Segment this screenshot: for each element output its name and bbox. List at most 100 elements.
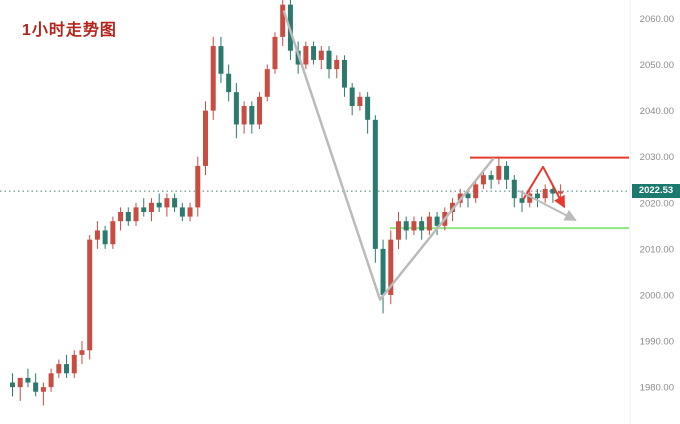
candle [527, 188, 533, 208]
candle-body [79, 350, 85, 355]
candle [534, 188, 540, 208]
candle [141, 198, 147, 217]
candle-body [318, 50, 324, 60]
candle-body [511, 179, 517, 199]
candle-body [241, 106, 247, 125]
candle [511, 175, 517, 208]
candle [33, 373, 39, 397]
candle-body [542, 188, 548, 199]
chart-title: 1小时走势图 [22, 22, 117, 39]
candle-body [156, 202, 162, 208]
candle [10, 373, 15, 397]
candle-body [303, 46, 309, 65]
candle-body [534, 193, 540, 199]
candle [318, 46, 324, 70]
candle-body [87, 239, 93, 351]
candle [257, 92, 263, 130]
candle [434, 212, 440, 236]
candle [110, 216, 116, 249]
candle-body [365, 96, 371, 120]
candle-body [357, 96, 363, 106]
candle-body [465, 193, 471, 199]
candle [349, 82, 355, 116]
candle [172, 193, 178, 212]
candle-body [40, 387, 46, 392]
candle [473, 179, 479, 203]
candle-body [94, 230, 100, 240]
candle [218, 36, 224, 83]
candle [403, 216, 409, 240]
candle [79, 341, 85, 365]
candle-body [210, 46, 216, 111]
candle-body [326, 50, 332, 70]
candle [380, 239, 386, 314]
y-axis-label: 2050.00 [640, 60, 674, 71]
y-axis-label: 1980.00 [640, 383, 674, 394]
y-axis-label: 1990.00 [640, 337, 674, 348]
candle-body [125, 212, 131, 222]
candle [40, 382, 46, 406]
y-axis-label: 2020.00 [640, 198, 674, 209]
candle-body [102, 230, 108, 245]
candle-body [48, 373, 54, 388]
candle [241, 101, 247, 134]
candle-body [527, 193, 533, 203]
candle-body [334, 59, 340, 70]
candle [372, 115, 378, 263]
candle [87, 235, 93, 360]
candle [48, 368, 54, 392]
candle [118, 207, 124, 231]
candle [303, 41, 309, 70]
current-price-label: 2022.53 [632, 184, 680, 199]
candle-body [133, 207, 139, 222]
candle-body [473, 184, 479, 199]
candle [94, 221, 100, 249]
y-axis-label: 2060.00 [640, 14, 674, 25]
candle-body [218, 46, 224, 74]
candle [311, 41, 317, 65]
candle-body [558, 191, 564, 194]
candle-body [187, 207, 193, 217]
candle [125, 207, 131, 226]
forecast-arrow-red [523, 165, 565, 209]
candle [334, 55, 340, 79]
candle-body [419, 221, 425, 231]
candle [388, 230, 394, 305]
candle [148, 198, 154, 222]
candle-body [10, 382, 15, 388]
candle [419, 216, 425, 240]
candle-body [396, 221, 401, 240]
candle [195, 156, 201, 217]
candle-body [480, 175, 486, 185]
candle [504, 161, 510, 189]
candle [357, 92, 363, 111]
y-axis-label: 2000.00 [640, 290, 674, 301]
annotations-layer [282, 10, 577, 301]
candle-body [64, 364, 70, 374]
trend-zigzag [282, 10, 495, 301]
forecast-arrow-gray [519, 190, 577, 221]
candle [203, 101, 208, 176]
candle [164, 193, 170, 217]
candle-body [164, 198, 170, 208]
candle-body [403, 221, 409, 231]
candle-body [488, 175, 494, 180]
candle-body [179, 207, 185, 217]
y-axis-label: 2010.00 [640, 244, 674, 255]
candle-body [550, 188, 556, 194]
candle [264, 64, 270, 102]
candle [25, 368, 31, 388]
candle-body [272, 36, 278, 70]
candle [226, 64, 232, 102]
candle-body [25, 377, 31, 383]
y-axis: 2060.00 2050.00 2040.00 2030.00 2020.00 2010.… [629, 0, 674, 424]
candle-body [148, 202, 154, 212]
candle-body [249, 106, 255, 125]
candle [411, 216, 417, 236]
candle-body [71, 354, 77, 374]
candle [249, 101, 255, 134]
candle-body [203, 110, 208, 166]
candle-body [341, 59, 347, 88]
